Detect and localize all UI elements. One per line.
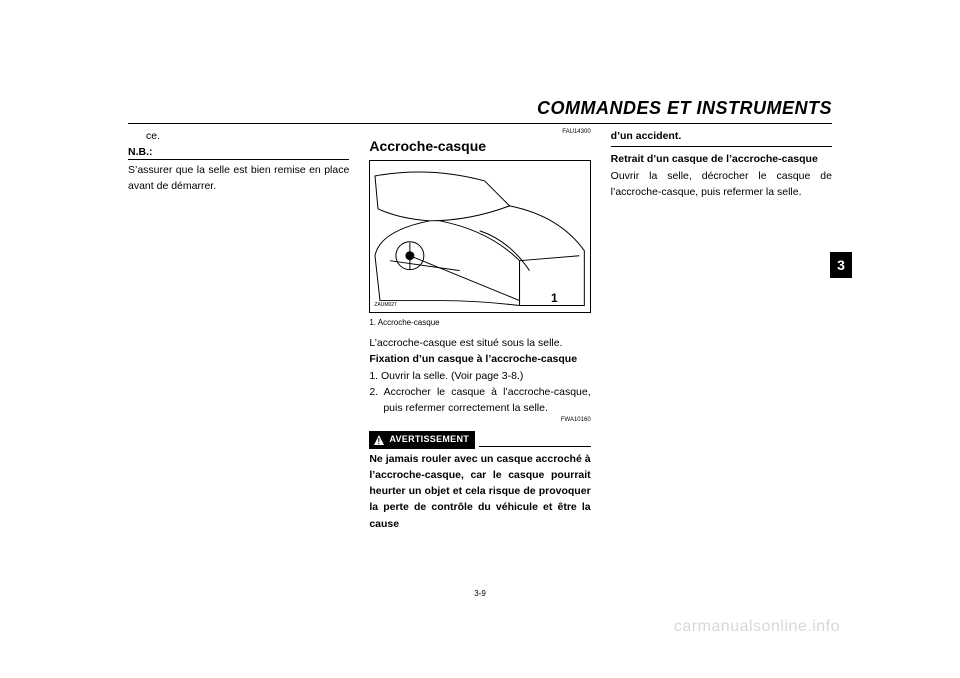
- intro-text: L’accroche-casque est situé sous la sell…: [369, 335, 590, 351]
- nb-underline: [128, 159, 349, 160]
- column-1: ce. N.B.: S’assurer que la selle est bie…: [128, 128, 349, 580]
- warning-text: Ne jamais rouler avec un casque ac­croch…: [369, 451, 590, 532]
- section-title-accroche: Accroche-casque: [369, 136, 590, 158]
- code-fwa: FWA10160: [369, 416, 590, 425]
- accident-text: d’un accident.: [611, 130, 682, 142]
- image-code: ZAUM027: [374, 302, 397, 310]
- warning-icon: !: [373, 434, 385, 446]
- illustration-accroche-casque: ZAUM027 1: [369, 160, 590, 313]
- image-marker-1: 1: [551, 289, 558, 308]
- warning-label: AVERTISSEMENT: [389, 433, 469, 447]
- retrait-heading: Retrait d’un casque de l’accroche-casque: [611, 151, 832, 167]
- header-title: COMMANDES ET INSTRUMENTS: [128, 98, 832, 119]
- watermark: carmanualsonline.info: [674, 618, 840, 636]
- steps-list: 1. Ouvrir la selle. (Voir page 3-8.) 2. …: [369, 368, 590, 417]
- page-number: 3-9: [474, 589, 486, 598]
- warning-row: ! AVERTISSEMENT: [369, 431, 590, 449]
- image-caption: 1. Accroche-casque: [369, 317, 590, 329]
- step-2: 2. Accrocher le casque à l’accroche-casq…: [383, 384, 590, 417]
- step-1: 1. Ouvrir la selle. (Voir page 3-8.): [383, 368, 590, 384]
- warning-badge: ! AVERTISSEMENT: [369, 431, 475, 449]
- column-3: d’un accident. Retrait d’un casque de l’…: [611, 128, 832, 580]
- page-header: COMMANDES ET INSTRUMENTS: [128, 98, 832, 124]
- nb-label: N.B.:: [128, 144, 153, 160]
- thumb-tab-label: 3: [837, 257, 845, 273]
- manual-page: COMMANDES ET INSTRUMENTS ce. N.B.: S’ass…: [0, 0, 960, 678]
- continued-text: ce.: [128, 128, 349, 144]
- chapter-thumb-tab: 3: [830, 252, 852, 278]
- content-columns: ce. N.B.: S’assurer que la selle est bie…: [128, 128, 832, 580]
- svg-text:!: !: [378, 437, 381, 446]
- warning-underline: [479, 446, 591, 447]
- fixation-heading: Fixation d’un casque à l’accroche-casque: [369, 351, 590, 367]
- column-2: FAU14300 Accroche-casque: [369, 128, 590, 580]
- nb-text: S’assurer que la selle est bien remise e…: [128, 162, 349, 195]
- retrait-text: Ouvrir la selle, décrocher le casque de …: [611, 168, 832, 201]
